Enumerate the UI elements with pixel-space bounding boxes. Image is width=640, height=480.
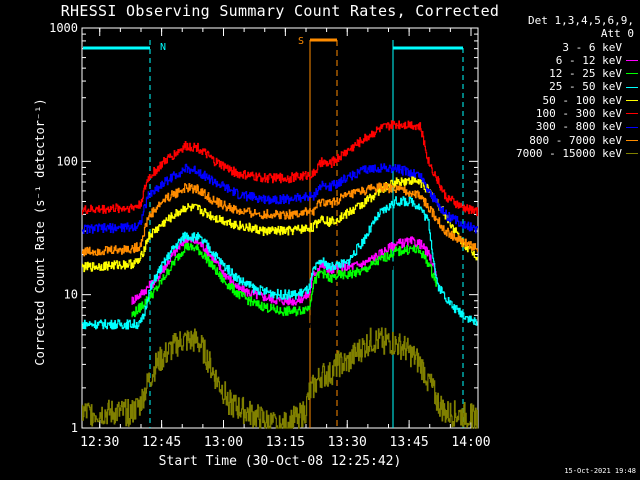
- series-line: [82, 163, 478, 234]
- legend-item-label: 3 - 6 keV: [562, 40, 622, 54]
- series-line: [82, 175, 478, 273]
- legend-item: 7000 - 15000 keV: [480, 147, 638, 160]
- legend: Det 1,3,4,5,6,9, Att 0 3 - 6 keV 6 - 12 k…: [480, 14, 638, 160]
- y-tick-label: 100: [56, 154, 78, 168]
- legend-swatch: [626, 126, 638, 128]
- legend-item-label: 6 - 12 keV: [555, 53, 622, 67]
- legend-swatch: [626, 139, 638, 141]
- s-label: S: [298, 36, 304, 47]
- legend-item-label: 12 - 25 keV: [549, 67, 622, 81]
- series-line: [131, 242, 438, 318]
- legend-item: 100 - 300 keV: [480, 107, 638, 120]
- legend-item: 3 - 6 keV: [480, 41, 638, 54]
- x-tick-label: 13:30: [328, 435, 367, 450]
- legend-item-label: 7000 - 15000 keV: [516, 146, 622, 160]
- legend-item: 800 - 7000 keV: [480, 134, 638, 147]
- timestamp-stamp: 15-Oct-2021 19:48: [564, 467, 636, 475]
- legend-item-label: 800 - 7000 keV: [529, 133, 622, 147]
- night-label: N: [160, 42, 166, 53]
- legend-item: 12 - 25 keV: [480, 67, 638, 80]
- legend-item-label: 50 - 100 keV: [542, 93, 622, 107]
- x-tick-label: 12:30: [80, 435, 119, 450]
- legend-item-label: 25 - 50 keV: [549, 80, 622, 94]
- x-tick-label: 12:45: [142, 435, 181, 450]
- attenuator-info-line: Att 0: [600, 27, 634, 41]
- legend-item-label: 300 - 800 keV: [535, 120, 622, 134]
- legend-swatch: [626, 99, 638, 101]
- detector-info-line: Det 1,3,4,5,6,9,: [528, 14, 634, 27]
- y-tick-label: 10: [64, 288, 78, 302]
- legend-swatch: [626, 46, 638, 48]
- y-tick-label: 1000: [49, 21, 78, 35]
- legend-item-label: 100 - 300 keV: [535, 107, 622, 121]
- x-tick-label: 13:45: [390, 435, 429, 450]
- chart-title: RHESSI Observing Summary Count Rates, Co…: [60, 2, 500, 20]
- y-axis-label: Corrected Count Rate (s⁻¹ detector⁻¹): [33, 98, 47, 366]
- legend-item: 6 - 12 keV: [480, 54, 638, 67]
- series-line: [82, 327, 478, 429]
- legend-swatch: [626, 86, 638, 88]
- y-tick-label: 1: [71, 421, 78, 435]
- legend-swatch: [626, 153, 638, 155]
- x-tick-label: 13:00: [204, 435, 243, 450]
- legend-item: 300 - 800 keV: [480, 120, 638, 133]
- x-tick-label: 13:15: [266, 435, 305, 450]
- legend-swatch: [626, 73, 638, 75]
- series-line: [131, 236, 438, 306]
- series-line: [82, 196, 478, 330]
- x-axis-label: Start Time (30-Oct-08 12:25:42): [158, 454, 402, 469]
- legend-swatch: [626, 113, 638, 115]
- legend-item: 25 - 50 keV: [480, 80, 638, 93]
- series-line: [131, 258, 438, 340]
- x-tick-label: 14:00: [451, 435, 490, 450]
- legend-item: 50 - 100 keV: [480, 94, 638, 107]
- series-line: [82, 120, 478, 217]
- legend-swatch: [626, 60, 638, 62]
- series-line: [82, 182, 478, 257]
